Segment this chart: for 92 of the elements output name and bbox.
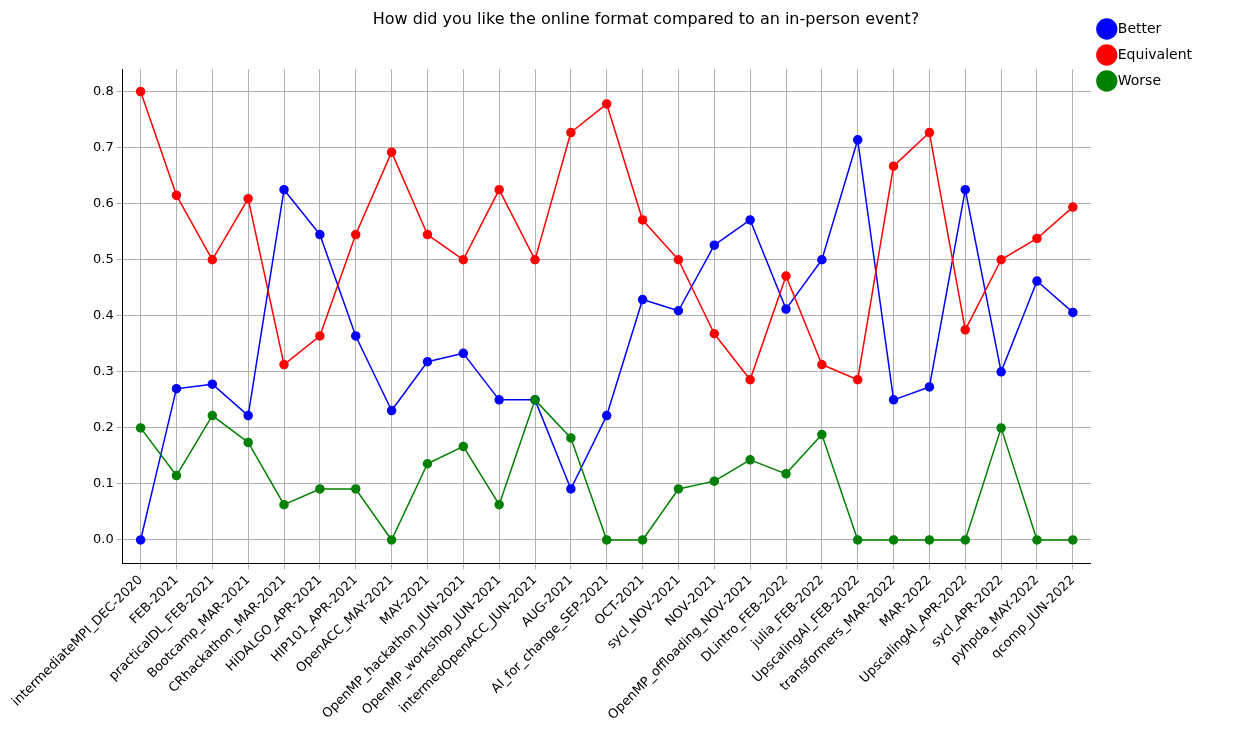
point — [745, 455, 755, 465]
point — [315, 484, 325, 494]
y-tick-label: 0.4 — [92, 307, 114, 323]
point — [422, 229, 433, 240]
y-tick-label: 0.7 — [92, 139, 114, 155]
legend-label: Worse — [1117, 71, 1162, 88]
point — [852, 374, 863, 385]
point — [386, 147, 397, 157]
point — [960, 535, 971, 545]
point — [243, 193, 253, 204]
point — [279, 184, 289, 195]
point — [601, 410, 612, 421]
point — [852, 535, 863, 545]
point — [960, 325, 971, 335]
point — [135, 423, 146, 433]
point — [709, 476, 720, 486]
point — [1032, 233, 1042, 244]
point — [817, 359, 827, 370]
y-tick-label: 0.3 — [92, 363, 114, 379]
point — [888, 535, 899, 545]
y-tick-label: 0.1 — [92, 475, 114, 491]
y-tick-label: 0.6 — [92, 195, 114, 211]
point — [1032, 276, 1042, 286]
point — [1068, 535, 1078, 545]
point — [207, 255, 218, 265]
point — [422, 459, 433, 469]
point — [673, 306, 684, 316]
point — [924, 535, 935, 545]
point — [135, 86, 146, 97]
y-tick-label: 0.8 — [92, 82, 114, 98]
point — [960, 184, 971, 195]
point — [817, 255, 827, 265]
point — [458, 348, 469, 359]
point — [673, 255, 684, 265]
point — [888, 395, 899, 405]
point — [852, 135, 863, 145]
point — [350, 331, 361, 341]
legend-label: Equivalent — [1117, 45, 1193, 62]
point — [637, 294, 648, 305]
point — [171, 470, 182, 481]
y-tick-label: 0.0 — [92, 531, 114, 547]
point — [279, 499, 289, 510]
point — [243, 437, 253, 448]
point — [745, 374, 755, 385]
point — [315, 229, 325, 240]
point — [1068, 202, 1078, 212]
point — [494, 395, 504, 405]
point — [279, 359, 289, 370]
point — [458, 441, 469, 452]
point — [207, 410, 218, 421]
point — [566, 433, 576, 443]
point — [422, 357, 433, 367]
point — [924, 127, 935, 138]
point — [709, 328, 720, 339]
point — [673, 484, 684, 494]
point — [135, 535, 146, 545]
point — [601, 99, 612, 109]
y-tick-label: 0.2 — [92, 419, 114, 435]
point — [1032, 535, 1042, 545]
point — [996, 255, 1006, 265]
point — [817, 429, 827, 440]
point — [709, 240, 720, 250]
point — [1068, 307, 1078, 318]
point — [386, 405, 397, 416]
legend-label: Better — [1117, 19, 1162, 36]
chart-title: How did you like the online format compared to an in-person event? — [372, 8, 920, 28]
point — [566, 127, 576, 138]
point — [637, 215, 648, 225]
point — [171, 190, 182, 201]
point — [566, 484, 576, 494]
point — [171, 383, 182, 394]
point — [207, 379, 218, 389]
point — [996, 423, 1006, 433]
point — [924, 382, 935, 392]
point — [745, 215, 755, 225]
point — [494, 499, 504, 510]
point — [781, 271, 791, 281]
point — [781, 469, 791, 479]
point — [781, 304, 791, 314]
point — [350, 229, 361, 240]
point — [315, 331, 325, 341]
point — [888, 161, 899, 171]
point — [637, 535, 648, 545]
y-tick-label: 0.5 — [92, 251, 114, 267]
point — [996, 367, 1006, 377]
point — [494, 184, 504, 195]
point — [350, 484, 361, 494]
point — [458, 255, 469, 265]
point — [530, 255, 540, 265]
point — [386, 535, 397, 545]
point — [243, 410, 253, 421]
point — [601, 535, 612, 545]
